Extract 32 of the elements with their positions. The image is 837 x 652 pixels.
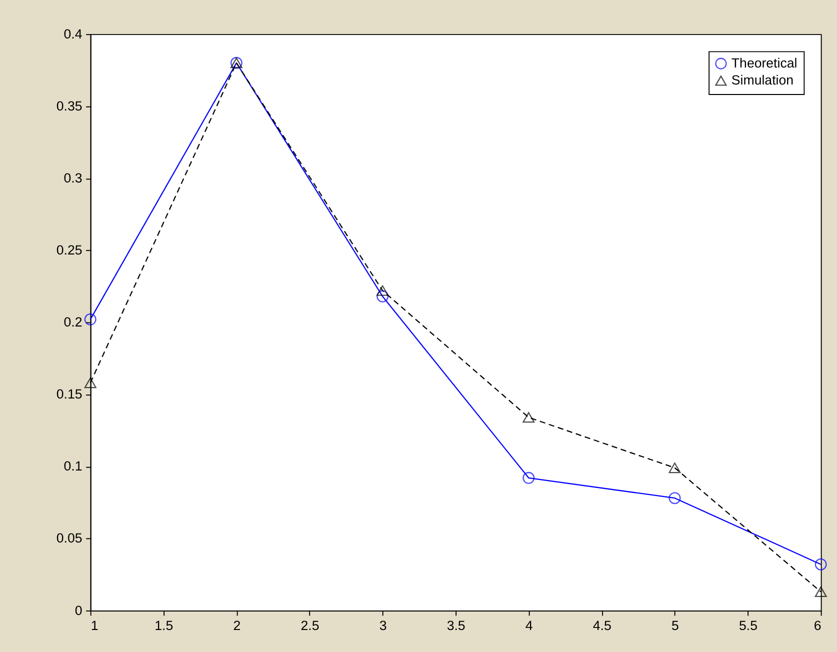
point	[814, 558, 827, 570]
point	[668, 462, 681, 474]
y-tick-label: 0.2	[64, 314, 82, 330]
x-tick-label: 5.5	[739, 618, 758, 633]
x-tick-label: 3	[379, 618, 387, 633]
x-tick-label: 2	[233, 618, 241, 633]
y-tick-label: 0	[74, 602, 82, 618]
point	[84, 378, 96, 388]
x-tick-label: 2.5	[300, 618, 320, 633]
point	[376, 290, 389, 302]
x-tick-label: 1	[90, 618, 98, 633]
point	[522, 472, 535, 484]
x-tick-label: 3.5	[446, 618, 466, 633]
x-tick-label: 6	[814, 618, 822, 633]
point	[84, 313, 96, 326]
y-tick-label: 0.25	[56, 242, 82, 258]
y-tick-label: 0.15	[56, 386, 82, 402]
y-tick-label: 0.05	[56, 530, 82, 546]
x-tick-label: 4	[525, 618, 533, 633]
y-tick-label: 0.1	[64, 458, 82, 474]
point	[668, 492, 681, 504]
legend-label: Theoretical	[731, 55, 798, 70]
x-tick-label: 4.5	[592, 618, 612, 633]
legend-label: Simulation	[731, 72, 794, 88]
y-tick-label: 0.35	[56, 98, 82, 114]
point	[522, 412, 535, 423]
y-tick-label: 0.4	[64, 26, 82, 42]
x-tick-label: 5	[672, 618, 679, 633]
point	[376, 285, 389, 296]
x-tick-label: 1.5	[154, 618, 174, 633]
y-tick-label: 0.3	[64, 170, 82, 186]
point	[814, 586, 827, 598]
